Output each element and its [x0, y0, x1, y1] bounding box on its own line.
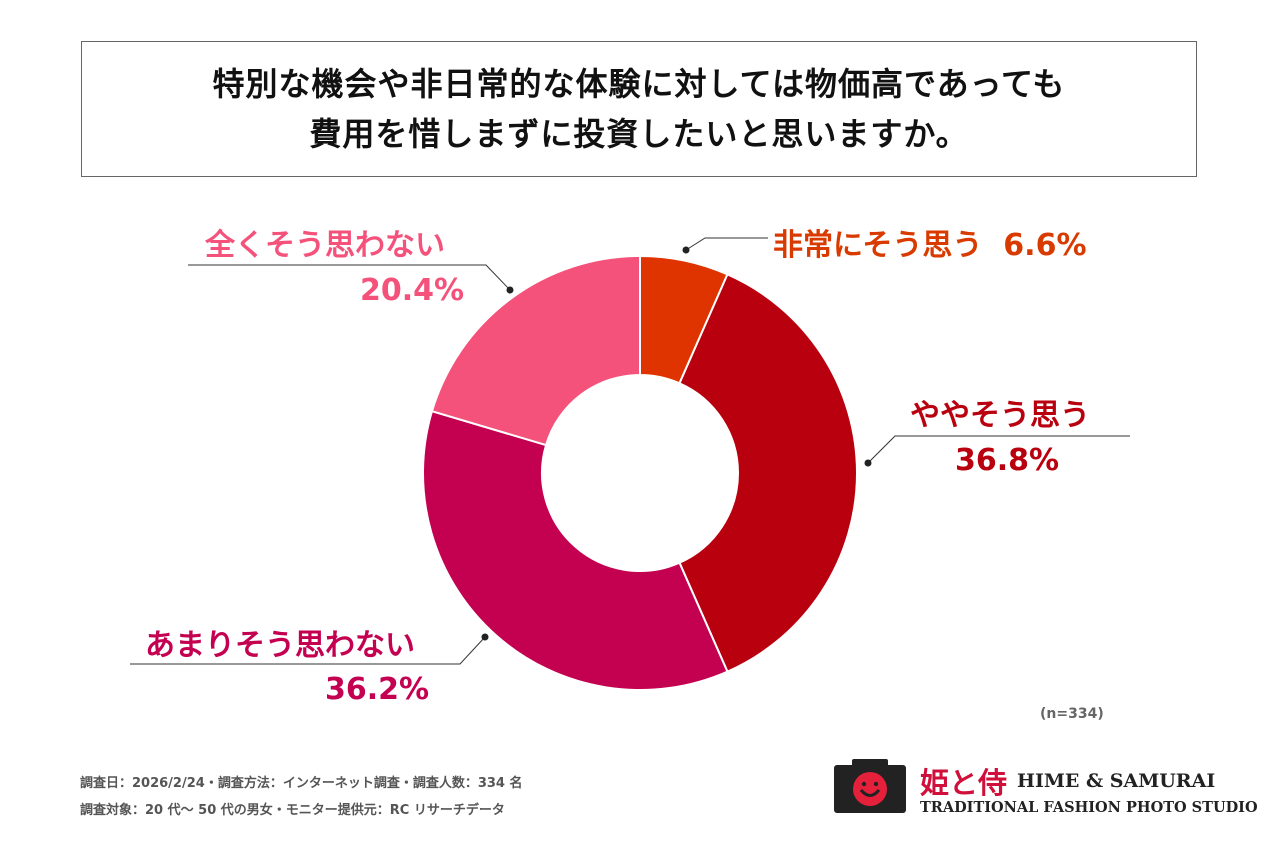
- label-very-much: 非常にそう思う 6.6%: [773, 220, 1087, 264]
- leader-dot: [481, 633, 489, 641]
- sample-size: (n=334): [1040, 706, 1104, 722]
- title-line-2: 費用を惜しまずに投資したいと思いますか。: [309, 115, 969, 153]
- footer-line-2: 調査対象：20 代〜 50 代の男女・モニター提供元：RC リサーチデータ: [80, 803, 505, 818]
- label-not-at-all-name: 全くそう思わない: [205, 228, 445, 263]
- logo-tagline: TRADITIONAL FASHION PHOTO STUDIO: [920, 799, 1258, 816]
- title-line-1: 特別な機会や非日常的な体験に対しては物価高であっても: [212, 65, 1066, 103]
- leader-line: [685, 237, 768, 251]
- label-not-at-all-value: 20.4%: [360, 273, 465, 308]
- leader-line: [867, 435, 1130, 464]
- label-not-much-name: あまりそう思わない: [145, 628, 415, 663]
- slice-label-name: 非常にそう思う: [773, 228, 983, 263]
- label-somewhat-name: ややそう思う: [910, 398, 1090, 433]
- label-somewhat-value: 36.8%: [955, 443, 1060, 478]
- leader-dot: [506, 286, 514, 294]
- leader-line: [130, 636, 486, 665]
- donut-slice: [430, 254, 641, 447]
- logo-name: HIME & SAMURAI: [1017, 770, 1216, 792]
- donut-slice: [678, 273, 858, 673]
- leader-dot: [682, 246, 690, 254]
- title-box: 特別な機会や非日常的な体験に対しては物価高であっても 費用を惜しまずに投資したい…: [81, 41, 1197, 177]
- leader-line: [188, 264, 511, 291]
- leader-dot: [864, 459, 872, 467]
- slice-label-value: 6.6%: [1003, 228, 1087, 263]
- donut-slice: [422, 409, 729, 691]
- camera-logo-icon: [834, 759, 906, 813]
- logo-kanji: 姫と侍: [920, 766, 1008, 800]
- label-not-much-value: 36.2%: [325, 672, 430, 707]
- footer-line-1: 調査日：2026/2/24・調査方法：インターネット調査・調査人数：334 名: [80, 776, 523, 791]
